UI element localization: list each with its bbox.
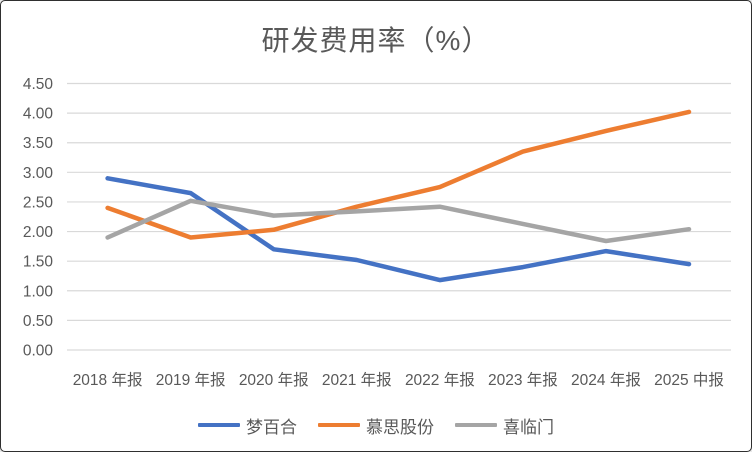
legend: 梦百合 慕思股份 喜临门 [1, 411, 751, 439]
y-axis-tick-label: 1.50 [23, 254, 54, 271]
x-axis-tick-label: 2023 年报 [488, 371, 558, 389]
legend-swatch-icon [198, 422, 240, 428]
legend-label: 喜临门 [503, 417, 554, 437]
chart-title: 研发费用率（%） [261, 25, 491, 56]
series-line-1 [105, 109, 692, 240]
x-axis-tick-label: 2018 年报 [73, 371, 143, 389]
legend-item-2: 喜临门 [455, 413, 554, 438]
y-axis-tick-label: 3.00 [23, 165, 54, 182]
series-line-2 [105, 198, 692, 244]
legend-item-0: 梦百合 [198, 413, 297, 438]
x-axis-tick-label: 2022 年报 [405, 371, 475, 389]
y-axis-tick-label: 2.50 [23, 194, 54, 211]
y-axis-tick-label: 1.00 [23, 283, 54, 300]
y-axis-tick-label: 0.50 [23, 313, 54, 330]
y-axis-tick-label: 3.50 [23, 135, 54, 152]
x-axis-tick-label: 2024 年报 [571, 371, 641, 389]
series-line-0 [105, 176, 692, 283]
legend-swatch-icon [318, 422, 360, 428]
x-axis-tick-label: 2020 年报 [239, 371, 309, 389]
y-axis-tick-label: 2.00 [23, 224, 54, 241]
x-axis-tick-label: 2021 年报 [322, 371, 392, 389]
legend-swatch-icon [455, 422, 497, 428]
y-axis-tick-label: 4.50 [23, 76, 54, 93]
x-axis-tick-label: 2019 年报 [156, 371, 226, 389]
legend-label: 梦百合 [246, 417, 297, 437]
legend-item-1: 慕思股份 [318, 413, 434, 438]
y-axis-tick-label: 0.00 [23, 343, 54, 360]
x-axis-tick-label: 2025 中报 [654, 371, 724, 389]
y-axis-tick-label: 4.00 [23, 106, 54, 123]
legend-label: 慕思股份 [366, 417, 434, 437]
